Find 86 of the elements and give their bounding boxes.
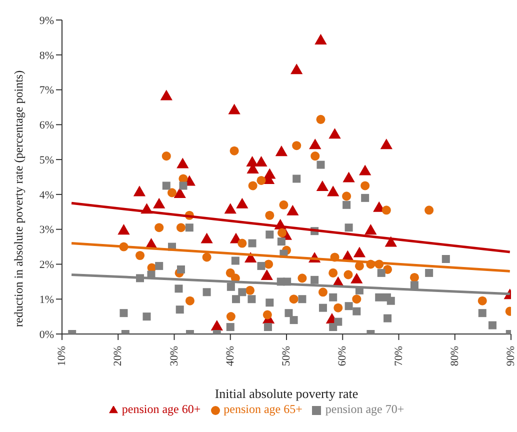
point [246, 286, 255, 295]
point [256, 176, 266, 185]
point [364, 224, 377, 235]
point [309, 138, 322, 150]
legend-label: pension age 65+ [224, 402, 302, 416]
legend-label: pension age 70+ [325, 402, 404, 416]
point [226, 312, 236, 322]
point [265, 210, 274, 220]
y-tick-label: 5% [39, 154, 54, 166]
point [275, 146, 288, 156]
y-tick-label: 3% [39, 224, 54, 236]
x-tick-label: 70% [392, 346, 405, 366]
point [298, 274, 307, 283]
x-axis-title: Initial absolute poverty rate [214, 386, 358, 401]
point [154, 223, 164, 232]
point [210, 320, 223, 331]
point [410, 272, 419, 282]
y-tick-label: 6% [39, 120, 54, 132]
point [260, 269, 273, 280]
point [238, 238, 247, 248]
point [230, 146, 239, 156]
x-tick-label: 10% [56, 346, 68, 366]
point [133, 186, 146, 196]
point [286, 204, 299, 216]
point [224, 203, 236, 214]
point [316, 114, 326, 124]
point [328, 128, 341, 139]
point [248, 181, 258, 190]
point [334, 303, 343, 312]
point [236, 198, 248, 208]
y-tick-label: 4% [39, 189, 54, 202]
point [176, 158, 189, 168]
point [424, 206, 434, 215]
point [478, 296, 487, 306]
y-tick-label: 7% [39, 84, 54, 97]
point [176, 223, 186, 232]
point [384, 236, 397, 247]
point [342, 192, 352, 201]
legend-label: pension age 60+ [122, 402, 201, 416]
point [277, 228, 287, 238]
y-tick-label: 9% [39, 14, 54, 27]
point [185, 296, 194, 306]
x-tick-label: 30% [168, 346, 180, 366]
x-tick-label: 60% [336, 346, 349, 366]
point [344, 270, 353, 280]
point [380, 138, 392, 150]
point [318, 288, 328, 297]
x-tick-label: 90% [505, 346, 517, 366]
y-axis-title: reduction in absolute poverty rate (percentage points) [11, 70, 26, 327]
point [350, 272, 363, 284]
point [279, 200, 288, 210]
point [153, 198, 166, 208]
point [262, 310, 272, 320]
point [228, 104, 240, 114]
point [160, 90, 172, 100]
point [382, 206, 391, 215]
y-tick-label: 0% [39, 328, 54, 341]
point [360, 181, 370, 190]
point [162, 152, 171, 161]
point [292, 141, 302, 150]
x-tick-label: 80% [448, 346, 461, 366]
x-tick-label: 50% [280, 346, 292, 366]
point [289, 294, 298, 304]
point [174, 187, 186, 198]
point [264, 260, 274, 269]
x-tick-label: 40% [224, 346, 236, 366]
point [200, 232, 213, 244]
point [167, 188, 177, 198]
point [352, 294, 362, 304]
point [310, 152, 320, 161]
point [327, 186, 340, 196]
point [342, 172, 355, 182]
y-tick-label: 1% [39, 294, 54, 306]
point [136, 250, 145, 260]
point [290, 64, 303, 74]
point [314, 34, 327, 44]
point [255, 156, 268, 167]
point [358, 164, 372, 176]
y-tick-label: 2% [39, 259, 54, 272]
point [118, 224, 130, 235]
x-tick-label: 20% [112, 346, 124, 366]
point [316, 180, 328, 191]
point [353, 246, 366, 258]
point [202, 252, 212, 262]
y-tick-label: 8% [39, 50, 54, 62]
point [328, 268, 338, 278]
